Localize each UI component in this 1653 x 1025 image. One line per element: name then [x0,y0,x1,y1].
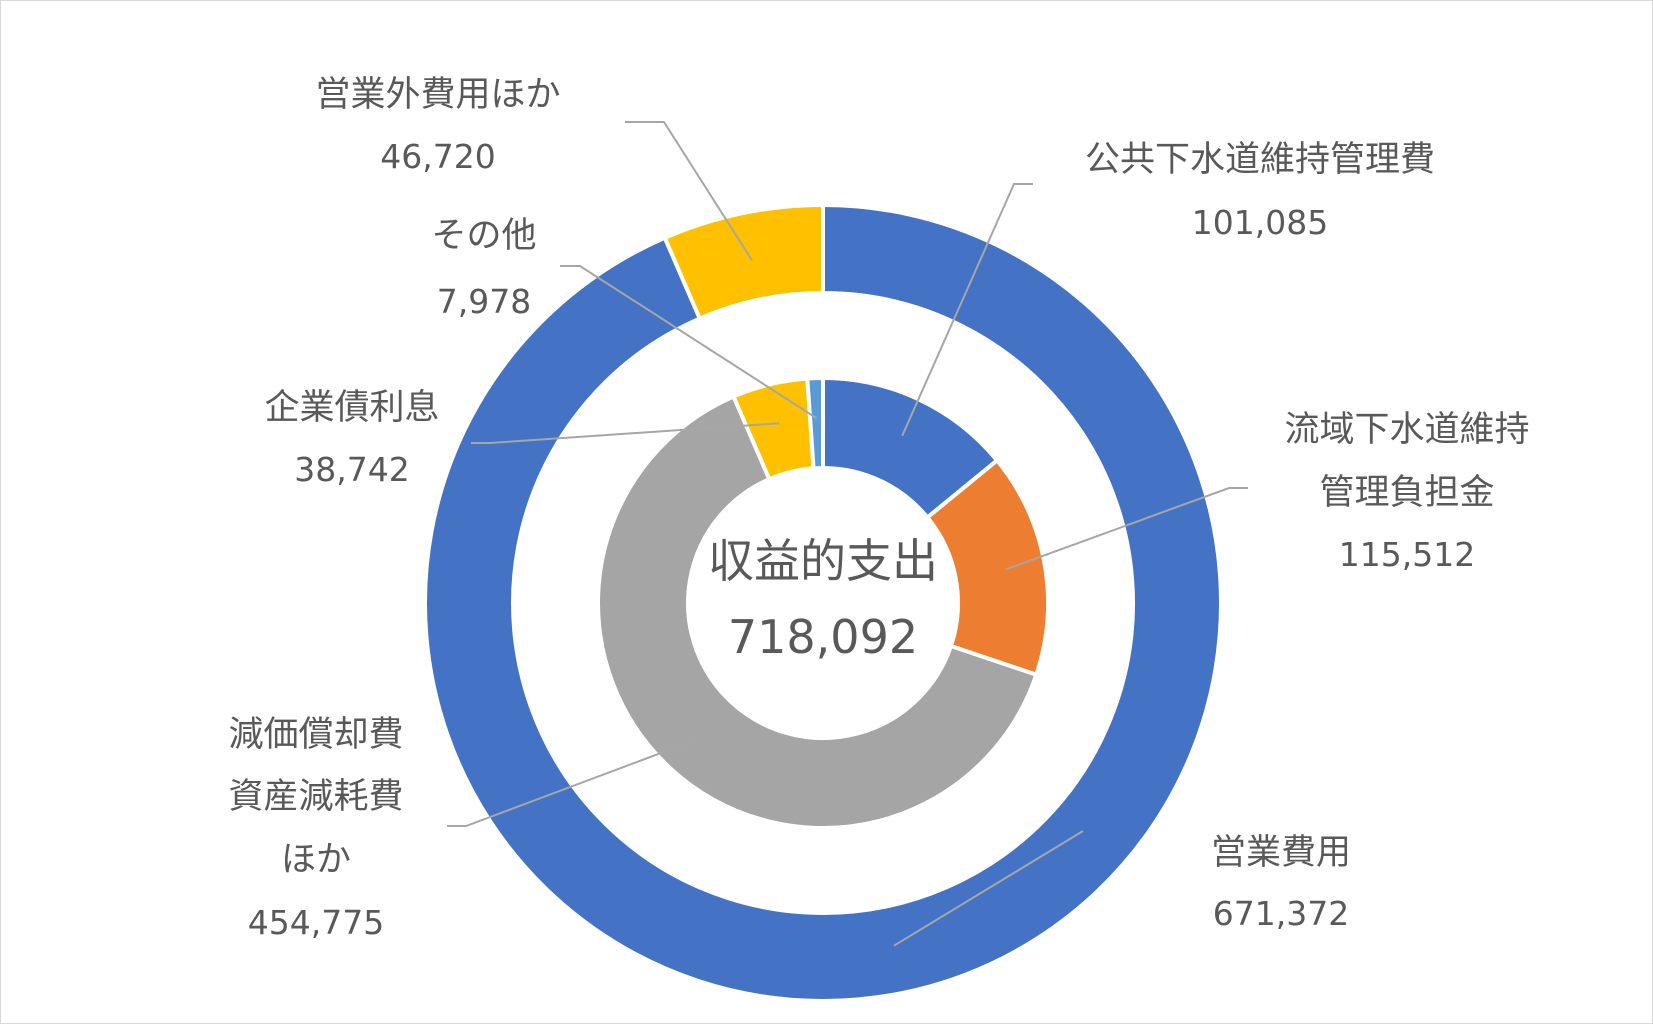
center-total: 718,092 [728,610,918,664]
leader-other [560,265,818,419]
label-outer-operating: 営業費用 [1211,833,1351,873]
slices-layer [423,202,1223,1003]
value-basin-sewer: 115,512 [1339,535,1475,574]
value-depreciation: 454,775 [248,903,384,942]
label-public-sewer-maintenance: 公共下水道維持管理費 [1085,140,1435,180]
outer-slice-1 [662,202,825,322]
label-basin-sewer-line-2: 管理負担金 [1319,473,1494,513]
leader-outer-operating [893,830,1084,947]
data-labels-layer: 収益的支出 718,092 営業外費用ほか 46,720 営業費用 671,37… [228,75,1529,942]
label-depreciation-line-3: ほか [281,840,351,880]
value-bond-interest: 38,742 [294,450,409,489]
label-outer-nonoperating: 営業外費用ほか [315,75,560,115]
inner-slice-4 [805,375,825,471]
leader-depreciation [447,738,699,827]
value-public-sewer-maintenance: 101,085 [1192,203,1328,242]
leader-outer-nonoperating [625,121,753,261]
label-depreciation-line-1: 減価償却費 [228,715,403,755]
outer-slice-0 [423,202,1223,1003]
leader-public-sewer [901,183,1033,437]
center-title: 収益的支出 [708,534,938,588]
leader-basin-sewer [1004,487,1248,571]
value-outer-nonoperating: 46,720 [380,137,495,176]
inner-slice-2 [596,393,1039,830]
label-bond-interest: 企業債利息 [264,388,439,428]
value-outer-operating: 671,372 [1213,894,1349,933]
label-other: その他 [431,216,536,256]
label-depreciation-line-2: 資産減耗費 [228,777,403,817]
leader-bond-interest [471,422,780,444]
label-basin-sewer-line-1: 流域下水道維持 [1284,410,1529,450]
value-other: 7,978 [437,282,531,321]
leader-lines-layer [447,121,1248,947]
